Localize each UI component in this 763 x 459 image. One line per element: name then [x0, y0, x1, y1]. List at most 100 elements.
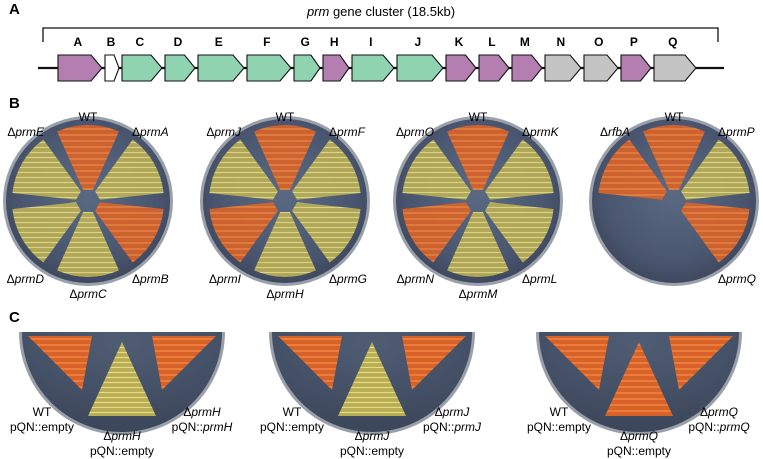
panel-a: A prm gene cluster (18.5kb) A B C D E F G H I J K L…: [9, 1, 724, 82]
label-bottom: ΔprmM: [459, 287, 498, 301]
gene-label-m: M: [520, 35, 530, 49]
bacterial-streak: [12, 139, 81, 200]
cluster-title-rest: gene cluster (18.5kb): [329, 4, 455, 19]
bacterial-streak: [278, 336, 342, 390]
panel-b: B WT ΔprmE ΔprmA ΔprmD ΔprmB ΔprmC WT ΔprmJ Δprm…: [3, 95, 759, 301]
label-bottom-right: ΔprmL: [522, 272, 557, 286]
bacterial-streak: [545, 336, 609, 390]
plate-c-3: WTpQN::emptyΔprmQpQN::emptyΔprmQpQN::prm…: [527, 332, 750, 458]
gene-label-n: N: [556, 35, 565, 49]
bacterial-streak: [57, 211, 119, 277]
gene-arrow-n: [544, 54, 582, 82]
gene-label-b: B: [107, 35, 116, 49]
label-left-strain: WT: [33, 405, 52, 419]
bacterial-streak: [643, 124, 705, 191]
gene-arrow-h: [322, 54, 350, 82]
label-top-right: ΔprmA: [132, 125, 169, 139]
label-top: WT: [469, 110, 488, 124]
label-top-left: ΔprmO: [396, 125, 434, 139]
label-left-plasmid: pQN::empty: [10, 420, 74, 434]
plate-b-4: WT ΔrfbA ΔprmP ΔprmQ: [589, 110, 759, 286]
bacterial-streak: [485, 139, 554, 200]
cluster-title: prm gene cluster (18.5kb): [306, 4, 455, 19]
label-top: WT: [79, 110, 98, 124]
gene-label-f: F: [263, 35, 270, 49]
label-right-plasmid: pQN::prmJ: [423, 420, 482, 434]
panel-letter-c: C: [9, 309, 20, 326]
plate-c-2: WTpQN::emptyΔprmJpQN::emptyΔprmJpQN::prm…: [260, 332, 482, 458]
label-bottom-right: ΔprmQ: [718, 272, 756, 286]
label-center-plasmid: pQN::empty: [607, 444, 671, 458]
bacterial-streak: [57, 125, 119, 191]
label-bottom: ΔprmC: [69, 287, 107, 301]
bacterial-streak: [669, 336, 733, 390]
gene-arrow-e: [197, 54, 245, 82]
plate-b-2: WT ΔprmJ ΔprmF ΔprmI ΔprmG ΔprmH: [200, 110, 370, 301]
gene-arrow-m: [511, 54, 543, 82]
label-top-right: ΔprmP: [718, 125, 755, 139]
label-left-strain: WT: [550, 405, 569, 419]
label-center-strain: ΔprmH: [103, 429, 141, 443]
label-bottom-right: ΔprmB: [132, 272, 169, 286]
gene-label-c: C: [135, 35, 144, 49]
bacterial-streak: [485, 202, 554, 263]
gene-label-d: D: [174, 35, 183, 49]
bacterial-streak: [292, 139, 361, 200]
gene-label-i: I: [369, 35, 372, 49]
bacterial-streak: [209, 139, 278, 200]
bacterial-streak: [447, 125, 509, 191]
label-bottom-right: ΔprmG: [329, 272, 367, 286]
bacterial-streak: [292, 202, 361, 263]
label-right-strain: ΔprmH: [183, 405, 221, 419]
gene-label-q: Q: [668, 35, 677, 49]
bacterial-streak: [402, 139, 471, 200]
gene-arrow-a: [57, 54, 103, 82]
bacterial-streak: [447, 211, 509, 277]
plate-b-1: WT ΔprmE ΔprmA ΔprmD ΔprmB ΔprmC: [3, 110, 173, 301]
label-bottom-left: ΔprmD: [7, 272, 45, 286]
gene-arrow-b: [104, 54, 120, 82]
label-top-left: ΔprmJ: [206, 125, 242, 139]
gene-arrow-d: [164, 54, 196, 82]
bacterial-streak: [402, 202, 471, 263]
gene-arrow-j: [396, 54, 444, 82]
bacterial-streak: [95, 139, 164, 200]
bacterial-streak: [152, 336, 216, 390]
gene-label-k: K: [455, 35, 464, 49]
label-bottom-left: ΔprmI: [209, 272, 242, 286]
label-top-left: ΔrfbA: [600, 125, 630, 139]
gene-label-p: P: [630, 35, 638, 49]
gene-label-h: H: [330, 35, 339, 49]
plates-c: WTpQN::emptyΔprmHpQN::emptyΔprmHpQN::prm…: [10, 332, 750, 458]
label-right-plasmid: pQN::prmH: [172, 420, 233, 434]
gene-arrow-l: [478, 54, 510, 82]
panel-c: C WTpQN::emptyΔprmHpQN::emptyΔprmHpQN::p…: [9, 309, 750, 458]
gene-arrow-f: [246, 54, 292, 82]
bacterial-streak: [254, 125, 316, 191]
gene-arrow-k: [445, 54, 477, 82]
bacterial-streak: [88, 342, 156, 416]
label-bottom: ΔprmH: [266, 287, 304, 301]
label-center-plasmid: pQN::empty: [340, 444, 404, 458]
label-top-right: ΔprmK: [522, 125, 560, 139]
label-left-plasmid: pQN::empty: [260, 420, 324, 434]
bacterial-streak: [209, 202, 278, 263]
label-right-strain: ΔprmQ: [700, 405, 738, 419]
gene-label-j: J: [414, 35, 421, 49]
bacterial-streak: [681, 139, 750, 200]
gene-arrows: A B C D E F G H I J K L M N O P Q: [57, 35, 697, 82]
gene-arrow-o: [583, 54, 619, 82]
gene-arrow-c: [121, 54, 163, 82]
bacterial-streak: [12, 202, 81, 263]
gene-label-o: O: [594, 35, 603, 49]
label-center-strain: ΔprmQ: [620, 429, 658, 443]
gene-arrow-i: [351, 54, 395, 82]
bacterial-streak: [95, 202, 164, 263]
bacterial-streak: [598, 139, 667, 200]
label-center-strain: ΔprmJ: [355, 429, 391, 443]
gene-label-g: G: [301, 35, 310, 49]
plates-b: WT ΔprmE ΔprmA ΔprmD ΔprmB ΔprmC WT ΔprmJ ΔprmF Δ…: [3, 110, 759, 301]
panel-letter-a: A: [9, 1, 20, 18]
bacterial-streak: [605, 342, 673, 416]
